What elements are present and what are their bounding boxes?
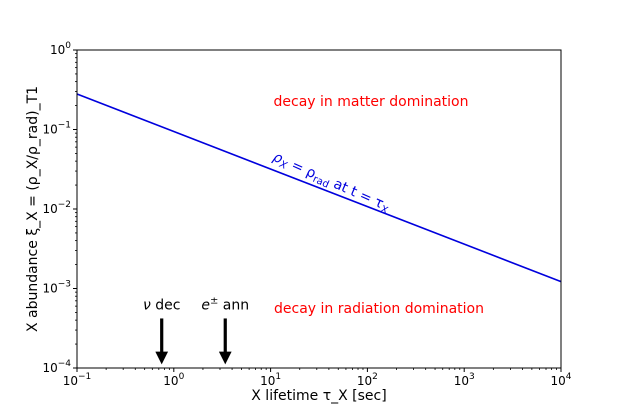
plot-frame xyxy=(76,49,562,369)
y-tick-label: 10−4 xyxy=(42,359,71,375)
y-tick-label: 10−1 xyxy=(42,121,71,137)
y-tick-label: 10−2 xyxy=(42,200,71,216)
x-tick-label: 102 xyxy=(357,372,378,388)
series-layer xyxy=(76,93,562,283)
x-tick-label: 103 xyxy=(454,372,475,388)
matter-domination-label: decay in matter domination xyxy=(274,94,469,110)
y-tick-label: 10−3 xyxy=(42,280,71,296)
radiation-domination-label: decay in radiation domination xyxy=(274,301,484,317)
marker-layer: ν dec e± ann xyxy=(143,295,249,365)
y-axis-label: X abundance ξ_X = (ρ_X/ρ_rad)_T1 xyxy=(25,86,41,332)
marker-label: e± ann xyxy=(201,295,249,313)
x-tick-label: 100 xyxy=(163,372,184,388)
x-axis-label: X lifetime τ_X [sec] xyxy=(251,388,386,404)
marker-label: ν dec xyxy=(143,297,180,313)
x-tick-label: 101 xyxy=(260,372,281,388)
axis-ticks: 10−1 100 101 102 103 104 10−4 10−3 10−2 10−1 100 xyxy=(42,41,571,388)
y-tick-label: 100 xyxy=(50,41,71,57)
plot-area xyxy=(77,50,561,368)
x-tick-label: 104 xyxy=(550,372,571,388)
series-line xyxy=(76,93,562,283)
x-tick-label: 10−1 xyxy=(63,372,92,388)
